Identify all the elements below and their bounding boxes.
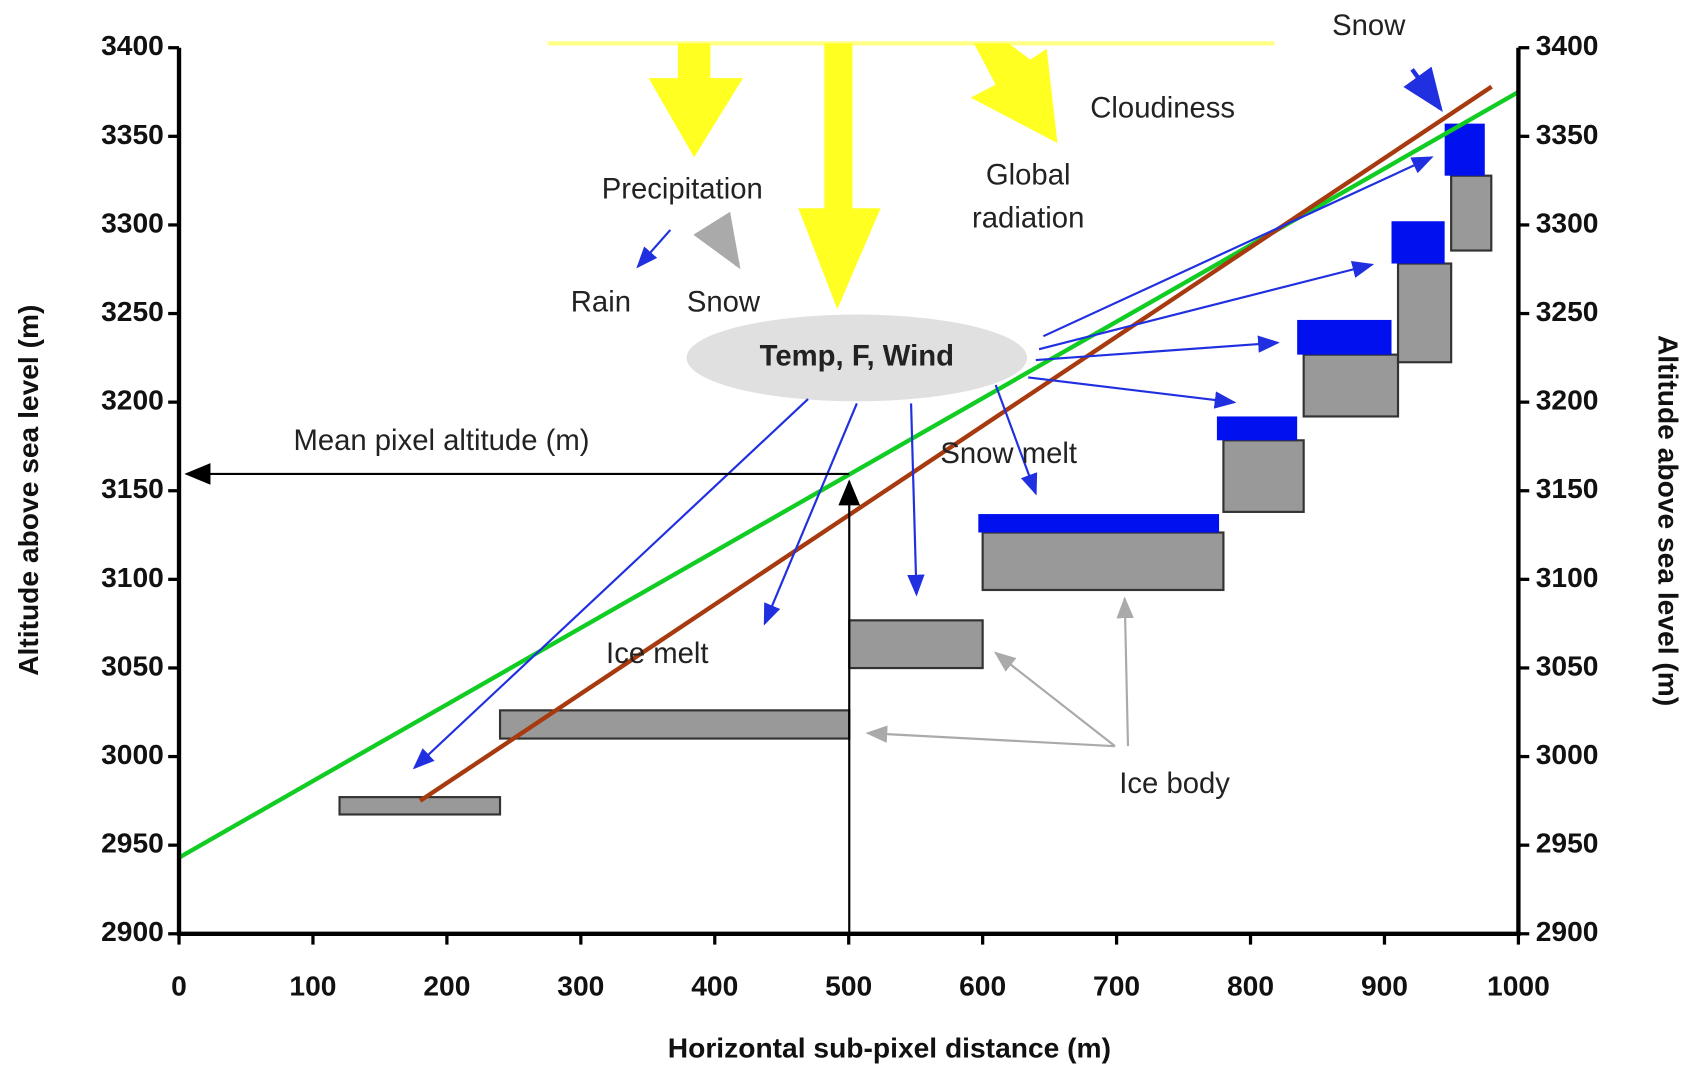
y2-tick-label: 3200 <box>1536 384 1599 416</box>
y-tick-label: 2950 <box>101 827 164 859</box>
y-tick-label: 3000 <box>101 738 164 770</box>
annotation-box: Global radiation <box>972 158 1085 235</box>
y-axis-label: Altitude above sea level (m) <box>12 305 44 676</box>
x-tick-label: 100 <box>289 969 336 1001</box>
x-tick-label: 0 <box>171 969 187 1001</box>
y2-tick-label: 3250 <box>1536 295 1599 327</box>
y-tick-label: 3250 <box>101 295 164 327</box>
annotation: Mean pixel altitude (m) <box>293 424 589 457</box>
annotation: Rain <box>571 285 631 318</box>
y-tick-label: 3300 <box>101 206 164 238</box>
x-tick-label: 900 <box>1361 969 1408 1001</box>
y2-tick-label: 3000 <box>1536 738 1599 770</box>
annotation: Global radiation <box>972 158 1085 235</box>
x-tick-label: 400 <box>691 969 738 1001</box>
annotation: Precipitation <box>602 173 763 206</box>
annotation: Snow <box>687 285 761 318</box>
y-tick-label: 3100 <box>101 561 164 593</box>
weather-ellipse <box>686 314 1028 402</box>
x-tick-label: 300 <box>557 969 604 1001</box>
y2-tick-label: 3050 <box>1536 649 1599 681</box>
annotation: Cloudiness <box>1090 91 1235 124</box>
y2-tick-label: 3300 <box>1536 206 1599 238</box>
x-tick-label: 700 <box>1093 969 1140 1001</box>
y2-tick-label: 3150 <box>1536 472 1599 504</box>
y-tick-label: 2900 <box>101 915 164 947</box>
y-tick-label: 3150 <box>101 472 164 504</box>
y2-tick-label: 2900 <box>1536 915 1599 947</box>
annotation: Snow melt <box>940 437 1077 470</box>
y2-tick-label: 3400 <box>1536 29 1599 61</box>
flow-arrows <box>184 66 1443 934</box>
y2-axis-label: Altitude above sea level (m) <box>1652 335 1684 706</box>
y-tick-label: 3350 <box>101 118 164 150</box>
y-tick-label: 3050 <box>101 649 164 681</box>
x-tick-label: 1000 <box>1487 969 1550 1001</box>
axes: Horizontal sub-pixel distance (m) Altitu… <box>12 29 1685 1063</box>
ice-blocks <box>338 123 1493 816</box>
y2-tick-label: 2950 <box>1536 827 1599 859</box>
x-tick-label: 600 <box>959 969 1006 1001</box>
line <box>418 84 1493 803</box>
x-axis-label: Horizontal sub-pixel distance (m) <box>668 1031 1111 1063</box>
annotation: Temp, F, Wind <box>760 340 954 373</box>
x-tick-label: 800 <box>1227 969 1274 1001</box>
y2-tick-label: 3350 <box>1536 118 1599 150</box>
y2-tick-label: 3100 <box>1536 561 1599 593</box>
x-tick-label: 500 <box>825 969 872 1001</box>
annotation: Ice melt <box>606 637 708 670</box>
annotation: Snow <box>1332 9 1406 42</box>
x-tick-label: 200 <box>423 969 470 1001</box>
plot-area: Snow Cloudiness Precipitation Global rad… <box>177 9 1520 934</box>
annotation: Ice body <box>1119 767 1230 800</box>
y-tick-label: 3200 <box>101 384 164 416</box>
weather-arrows <box>547 41 1275 310</box>
y-tick-label: 3400 <box>101 29 164 61</box>
